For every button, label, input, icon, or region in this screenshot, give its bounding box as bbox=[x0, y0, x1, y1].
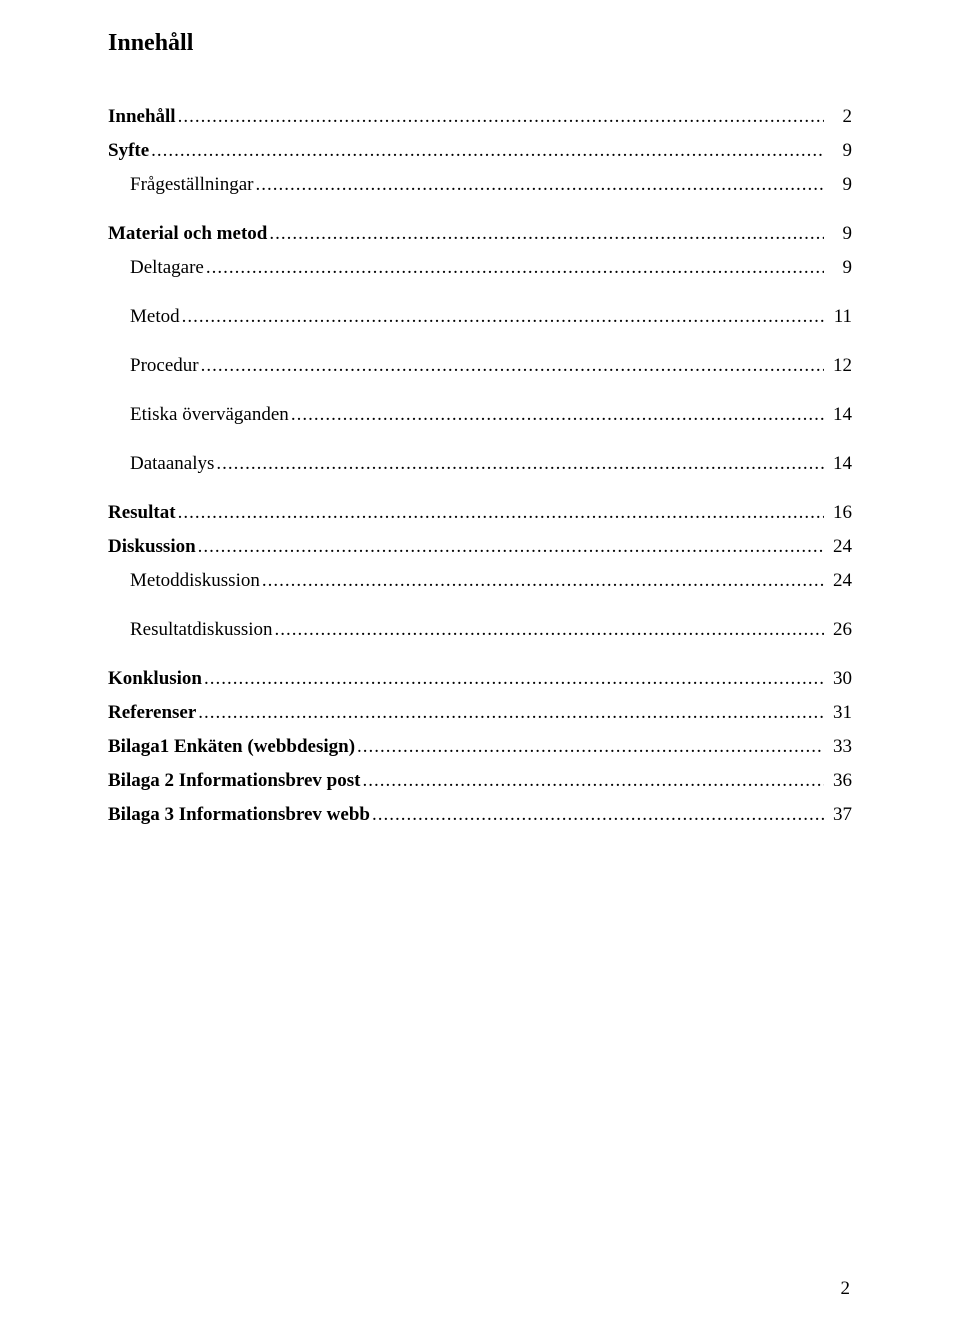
toc-leader: ........................................… bbox=[180, 307, 824, 326]
toc-label: Konklusion bbox=[108, 669, 202, 688]
toc-leader: ........................................… bbox=[176, 503, 824, 522]
toc-gap bbox=[108, 390, 852, 405]
toc-entry: Metod...................................… bbox=[108, 307, 852, 326]
toc-page: 24 bbox=[824, 571, 852, 590]
toc-leader: ........................................… bbox=[267, 224, 824, 243]
toc-label: Etiska överväganden bbox=[130, 405, 289, 424]
toc-gap bbox=[108, 209, 852, 224]
toc-page: 12 bbox=[824, 356, 852, 375]
toc-leader: ........................................… bbox=[360, 771, 824, 790]
toc-leader: ........................................… bbox=[370, 805, 824, 824]
toc-page: 2 bbox=[824, 107, 852, 126]
toc-entry: Bilaga1 Enkäten (webbdesign)............… bbox=[108, 737, 852, 756]
toc-label: Syfte bbox=[108, 141, 149, 160]
toc-gap bbox=[108, 654, 852, 669]
toc-page: 9 bbox=[824, 258, 852, 277]
toc-entry: Frågeställningar........................… bbox=[108, 175, 852, 194]
toc-entry: Metoddiskussion.........................… bbox=[108, 571, 852, 590]
toc-gap bbox=[108, 292, 852, 307]
toc-entry: Resultat................................… bbox=[108, 503, 852, 522]
toc-label: Bilaga1 Enkäten (webbdesign) bbox=[108, 737, 355, 756]
toc-entry: Innehåll................................… bbox=[108, 107, 852, 126]
toc-label: Referenser bbox=[108, 703, 196, 722]
toc-page: 9 bbox=[824, 141, 852, 160]
toc-leader: ........................................… bbox=[260, 571, 824, 590]
page-number: 2 bbox=[841, 1278, 851, 1300]
table-of-contents: Innehåll................................… bbox=[108, 107, 852, 824]
toc-page: 9 bbox=[824, 224, 852, 243]
toc-page: 14 bbox=[824, 405, 852, 424]
toc-entry: Deltagare...............................… bbox=[108, 258, 852, 277]
toc-leader: ........................................… bbox=[202, 669, 824, 688]
toc-entry: Diskussion..............................… bbox=[108, 537, 852, 556]
toc-page: 16 bbox=[824, 503, 852, 522]
toc-label: Resultat bbox=[108, 503, 176, 522]
toc-leader: ........................................… bbox=[273, 620, 824, 639]
toc-entry: Bilaga 2 Informationsbrev post..........… bbox=[108, 771, 852, 790]
toc-leader: ........................................… bbox=[253, 175, 824, 194]
toc-leader: ........................................… bbox=[289, 405, 824, 424]
toc-label: Bilaga 2 Informationsbrev post bbox=[108, 771, 360, 790]
toc-page: 36 bbox=[824, 771, 852, 790]
toc-page: 33 bbox=[824, 737, 852, 756]
toc-leader: ........................................… bbox=[196, 703, 824, 722]
toc-leader: ........................................… bbox=[199, 356, 824, 375]
toc-page: 37 bbox=[824, 805, 852, 824]
toc-entry: Material och metod......................… bbox=[108, 224, 852, 243]
toc-label: Metoddiskussion bbox=[130, 571, 260, 590]
toc-leader: ........................................… bbox=[176, 107, 824, 126]
toc-label: Procedur bbox=[130, 356, 199, 375]
toc-label: Bilaga 3 Informationsbrev webb bbox=[108, 805, 370, 824]
toc-page: 30 bbox=[824, 669, 852, 688]
toc-page: 11 bbox=[824, 307, 852, 326]
toc-entry: Referenser..............................… bbox=[108, 703, 852, 722]
toc-gap bbox=[108, 439, 852, 454]
toc-entry: Bilaga 3 Informationsbrev webb..........… bbox=[108, 805, 852, 824]
toc-entry: Etiska överväganden.....................… bbox=[108, 405, 852, 424]
toc-page: 24 bbox=[824, 537, 852, 556]
toc-leader: ........................................… bbox=[204, 258, 824, 277]
toc-page: 26 bbox=[824, 620, 852, 639]
toc-label: Resultatdiskussion bbox=[130, 620, 273, 639]
toc-leader: ........................................… bbox=[196, 537, 824, 556]
toc-page: 14 bbox=[824, 454, 852, 473]
document-page: Innehåll Innehåll.......................… bbox=[0, 0, 960, 1328]
toc-label: Material och metod bbox=[108, 224, 267, 243]
toc-gap bbox=[108, 341, 852, 356]
toc-gap bbox=[108, 605, 852, 620]
toc-entry: Resultatdiskussion......................… bbox=[108, 620, 852, 639]
toc-entry: Konklusion..............................… bbox=[108, 669, 852, 688]
toc-label: Diskussion bbox=[108, 537, 196, 556]
toc-label: Dataanalys bbox=[130, 454, 214, 473]
toc-leader: ........................................… bbox=[149, 141, 824, 160]
toc-entry: Procedur................................… bbox=[108, 356, 852, 375]
toc-gap bbox=[108, 488, 852, 503]
toc-label: Frågeställningar bbox=[130, 175, 253, 194]
toc-page: 31 bbox=[824, 703, 852, 722]
toc-leader: ........................................… bbox=[355, 737, 824, 756]
toc-page: 9 bbox=[824, 175, 852, 194]
toc-label: Innehåll bbox=[108, 107, 176, 126]
toc-label: Metod bbox=[130, 307, 180, 326]
toc-label: Deltagare bbox=[130, 258, 204, 277]
toc-entry: Dataanalys..............................… bbox=[108, 454, 852, 473]
toc-entry: Syfte...................................… bbox=[108, 141, 852, 160]
page-title: Innehåll bbox=[108, 30, 852, 57]
toc-leader: ........................................… bbox=[214, 454, 824, 473]
